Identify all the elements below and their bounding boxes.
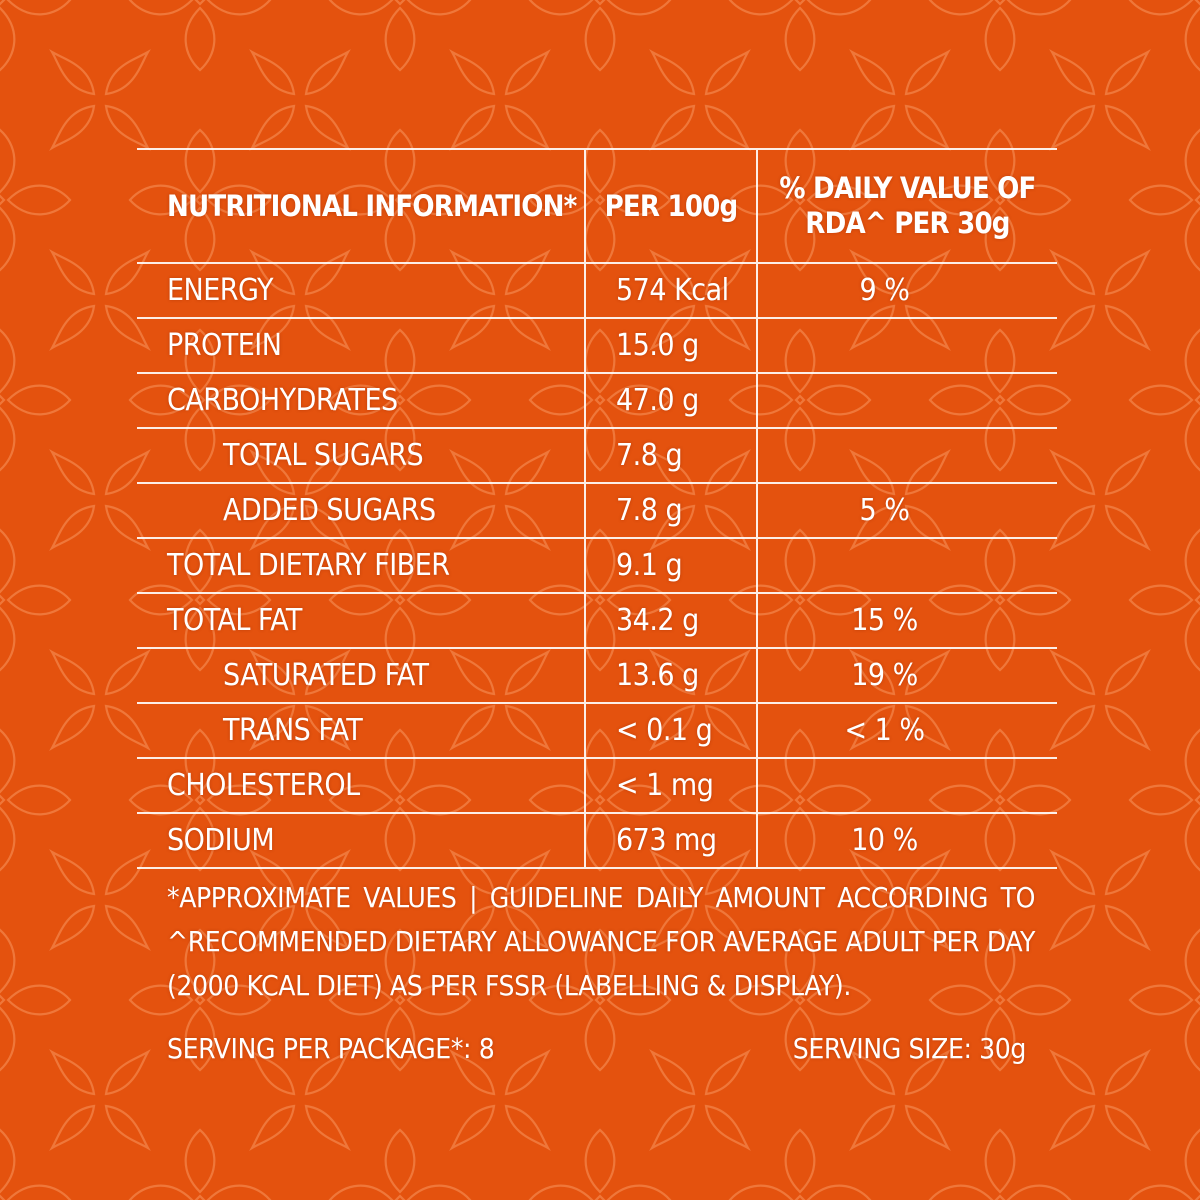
nutrient-per-100g: 34.2 g xyxy=(584,592,757,649)
nutrient-per-100g: 574 Kcal xyxy=(584,262,757,319)
nutrient-name: TRANS FAT xyxy=(137,702,585,759)
nutrient-daily-value xyxy=(756,317,1057,374)
nutrient-daily-value xyxy=(756,372,1057,429)
header-daily-value-line2: RDA^ PER 30g xyxy=(805,206,1010,240)
table-row: TOTAL FAT 34.2 g 15 % xyxy=(137,592,1057,649)
nutrient-daily-value: 15 % xyxy=(756,592,1057,649)
table-row: SODIUM 673 mg 10 % xyxy=(137,812,1057,869)
nutrient-name: TOTAL SUGARS xyxy=(137,427,585,484)
header-daily-value: % DAILY VALUE OF RDA^ PER 30g xyxy=(756,148,1057,264)
nutrient-per-100g: < 0.1 g xyxy=(584,702,757,759)
nutrient-per-100g: 7.8 g xyxy=(584,482,757,539)
nutrient-daily-value xyxy=(756,537,1057,594)
nutrient-per-100g: 673 mg xyxy=(584,812,757,869)
nutrient-per-100g: < 1 mg xyxy=(584,757,757,814)
nutrient-daily-value: 9 % xyxy=(756,262,1057,319)
table-row: TRANS FAT < 0.1 g < 1 % xyxy=(137,702,1057,759)
table-row: CHOLESTEROL < 1 mg xyxy=(137,757,1057,814)
nutrient-name: ADDED SUGARS xyxy=(137,482,585,539)
nutrient-per-100g: 7.8 g xyxy=(584,427,757,484)
table-row: ENERGY 574 Kcal 9 % xyxy=(137,262,1057,319)
nutrient-daily-value xyxy=(756,757,1057,814)
nutrient-daily-value: 10 % xyxy=(756,812,1057,869)
serving-size: SERVING SIZE: 30g xyxy=(792,1032,1027,1065)
table-row: TOTAL SUGARS 7.8 g xyxy=(137,427,1057,484)
nutrient-name: PROTEIN xyxy=(137,317,585,374)
table-row: ADDED SUGARS 7.8 g 5 % xyxy=(137,482,1057,539)
nutrient-daily-value: 19 % xyxy=(756,647,1057,704)
nutrient-daily-value: 5 % xyxy=(756,482,1057,539)
serving-per-package: SERVING PER PACKAGE*: 8 xyxy=(167,1032,495,1065)
nutrient-name: SATURATED FAT xyxy=(137,647,585,704)
table-header-row: NUTRITIONAL INFORMATION* PER 100g % DAIL… xyxy=(137,148,1057,264)
nutrient-name: TOTAL FAT xyxy=(137,592,585,649)
nutrient-name: TOTAL DIETARY FIBER xyxy=(137,537,585,594)
nutrient-name: ENERGY xyxy=(137,262,585,319)
table-row: CARBOHYDRATES 47.0 g xyxy=(137,372,1057,429)
header-daily-value-line1: % DAILY VALUE OF xyxy=(779,171,1036,206)
nutrient-per-100g: 13.6 g xyxy=(584,647,757,704)
nutrient-per-100g: 9.1 g xyxy=(584,537,757,594)
footnote-text: *APPROXIMATE VALUES | GUIDELINE DAILY AM… xyxy=(167,881,1035,1002)
nutrient-per-100g: 47.0 g xyxy=(584,372,757,429)
header-per-100g: PER 100g xyxy=(584,148,757,264)
nutrient-per-100g: 15.0 g xyxy=(584,317,757,374)
nutrition-table: NUTRITIONAL INFORMATION* PER 100g % DAIL… xyxy=(137,148,1057,869)
table-row: PROTEIN 15.0 g xyxy=(137,317,1057,374)
table-row: SATURATED FAT 13.6 g 19 % xyxy=(137,647,1057,704)
table-row: TOTAL DIETARY FIBER 9.1 g xyxy=(137,537,1057,594)
nutrition-panel: NUTRITIONAL INFORMATION* PER 100g % DAIL… xyxy=(137,148,1057,869)
header-nutritional-information: NUTRITIONAL INFORMATION* xyxy=(137,148,585,264)
nutrient-name: CARBOHYDRATES xyxy=(137,372,585,429)
nutrient-name: CHOLESTEROL xyxy=(137,757,585,814)
nutrient-daily-value xyxy=(756,427,1057,484)
nutrient-daily-value: < 1 % xyxy=(756,702,1057,759)
nutrient-name: SODIUM xyxy=(137,812,585,869)
